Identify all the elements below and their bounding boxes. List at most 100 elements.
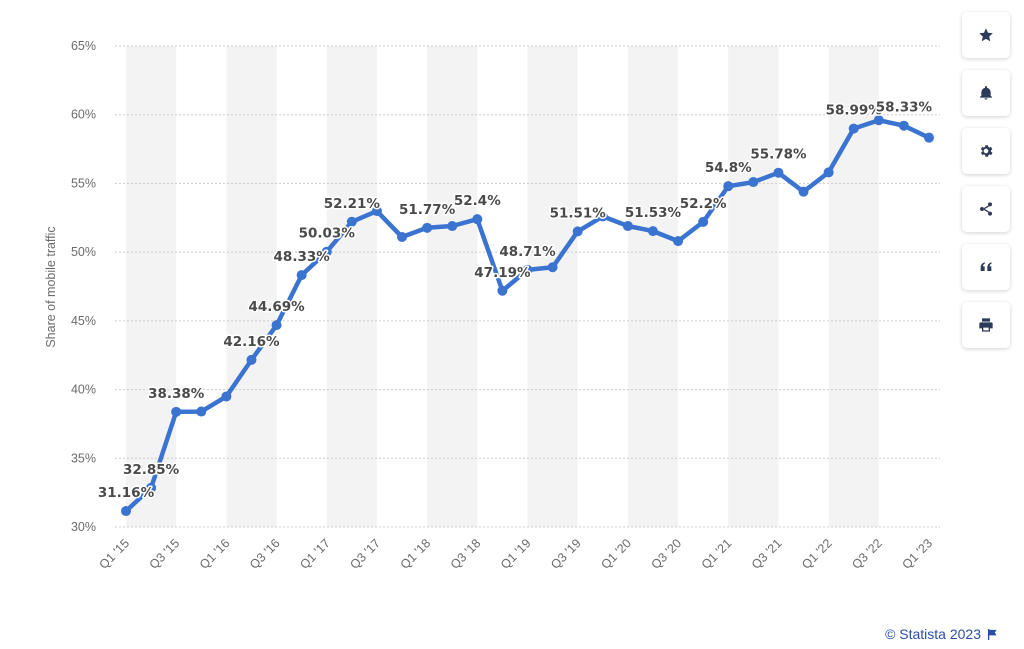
data-point[interactable] <box>547 262 558 273</box>
data-point[interactable] <box>647 226 658 237</box>
data-label: 32.85% <box>123 462 180 478</box>
x-tick-label: Q1 '16 <box>197 536 233 572</box>
data-label: 31.16% <box>98 485 155 501</box>
data-point[interactable] <box>698 216 709 227</box>
column-band <box>627 46 679 527</box>
data-point[interactable] <box>748 177 759 188</box>
flag-icon <box>987 628 997 640</box>
y-tick-label: 40% <box>71 383 96 397</box>
data-point[interactable] <box>296 270 307 281</box>
x-tick-label: Q3 '20 <box>649 536 685 572</box>
y-tick-label: 30% <box>71 520 96 534</box>
quote-icon <box>980 262 992 271</box>
share-icon <box>980 202 992 216</box>
data-point[interactable] <box>622 221 633 232</box>
data-point[interactable] <box>497 285 508 296</box>
gear-icon <box>980 145 993 157</box>
data-labels: 31.16% 32.85% 38.38% 42.16% 44.69% 48.33% 50.0… <box>96 98 934 502</box>
data-label: 58.99% <box>826 103 883 119</box>
x-axis: Q1 '15 Q3 '15 Q1 '16 Q3 '16 Q1 '17 Q3 '17 Q1 '… <box>96 536 935 572</box>
data-label: 52.21% <box>324 196 381 212</box>
data-point[interactable] <box>121 506 131 517</box>
data-label: 51.51% <box>550 205 607 221</box>
data-label: 51.53% <box>625 205 682 221</box>
column-bands <box>126 46 879 527</box>
data-point[interactable] <box>673 236 684 247</box>
data-point[interactable] <box>422 222 433 233</box>
data-point[interactable] <box>346 216 357 227</box>
x-tick-label: Q1 '19 <box>498 536 534 572</box>
y-axis: 30% 35% 40% 45% 50% 55% 60% 65% <box>71 39 96 534</box>
printer-icon <box>979 318 993 332</box>
data-label: 48.71% <box>499 244 556 260</box>
data-label: 52.2% <box>680 196 727 212</box>
data-label: 48.33% <box>274 249 331 265</box>
data-point[interactable] <box>171 406 182 417</box>
x-tick-label: Q3 '18 <box>448 536 484 572</box>
data-point[interactable] <box>371 206 382 217</box>
gridlines <box>115 45 940 528</box>
data-point[interactable] <box>873 115 884 126</box>
y-tick-label: 35% <box>71 451 96 465</box>
notification-button[interactable] <box>962 70 1010 116</box>
column-band <box>527 46 578 527</box>
x-tick-label: Q1 '18 <box>398 536 434 572</box>
print-button[interactable] <box>962 302 1010 348</box>
data-label: 51.77% <box>399 202 456 218</box>
column-band <box>728 46 779 527</box>
x-tick-label: Q1 '20 <box>598 536 634 572</box>
column-band <box>326 46 377 527</box>
y-tick-label: 55% <box>71 176 96 190</box>
data-point[interactable] <box>723 181 734 192</box>
data-point[interactable] <box>271 320 282 331</box>
data-point[interactable] <box>572 226 583 237</box>
statista-credit[interactable]: © Statista 2023 <box>885 626 998 642</box>
settings-button[interactable] <box>962 128 1010 174</box>
x-tick-label: Q1 '17 <box>297 536 333 572</box>
data-label: 54.8% <box>705 160 752 176</box>
data-point[interactable] <box>447 221 458 232</box>
data-point[interactable] <box>522 264 533 275</box>
data-point[interactable] <box>823 167 834 178</box>
bell-icon <box>980 86 992 100</box>
chart-toolbar <box>962 12 1012 360</box>
column-band <box>126 46 177 527</box>
line-chart: 30% 35% 40% 45% 50% 55% 60% 65% Share of mobile… <box>44 39 940 572</box>
y-axis-label: Share of mobile traffic <box>44 226 58 347</box>
x-tick-label: Q1 '23 <box>899 536 935 572</box>
data-point[interactable] <box>773 167 784 178</box>
x-tick-label: Q1 '15 <box>96 536 132 572</box>
y-tick-label: 50% <box>71 245 96 259</box>
x-tick-label: Q1 '21 <box>699 536 735 572</box>
data-point[interactable] <box>246 354 257 365</box>
x-tick-label: Q3 '22 <box>849 536 885 572</box>
data-label: 52.4% <box>454 193 501 209</box>
data-point[interactable] <box>848 123 859 134</box>
x-tick-label: Q3 '17 <box>347 536 383 572</box>
data-point[interactable] <box>321 246 332 257</box>
favorite-button[interactable] <box>962 12 1010 58</box>
data-point[interactable] <box>397 232 408 243</box>
x-tick-label: Q3 '15 <box>147 536 183 572</box>
data-label: 50.03% <box>299 226 356 242</box>
column-band <box>427 46 478 527</box>
share-button[interactable] <box>962 186 1010 232</box>
star-icon <box>979 28 993 42</box>
data-point[interactable] <box>597 211 608 222</box>
y-tick-label: 45% <box>71 314 96 328</box>
data-point[interactable] <box>146 482 157 493</box>
data-point[interactable] <box>196 406 207 417</box>
x-tick-label: Q3 '16 <box>247 536 283 572</box>
data-point[interactable] <box>221 391 232 402</box>
column-band <box>226 46 277 527</box>
data-point[interactable] <box>472 214 483 225</box>
data-label: 44.69% <box>248 299 305 315</box>
data-point[interactable] <box>798 186 809 197</box>
data-label: 38.38% <box>148 386 205 402</box>
data-point[interactable] <box>898 120 909 131</box>
x-tick-label: Q1 '22 <box>799 536 835 572</box>
cite-button[interactable] <box>962 244 1010 290</box>
data-point[interactable] <box>924 132 934 143</box>
x-tick-label: Q3 '19 <box>548 536 584 572</box>
y-tick-label: 65% <box>71 39 96 53</box>
